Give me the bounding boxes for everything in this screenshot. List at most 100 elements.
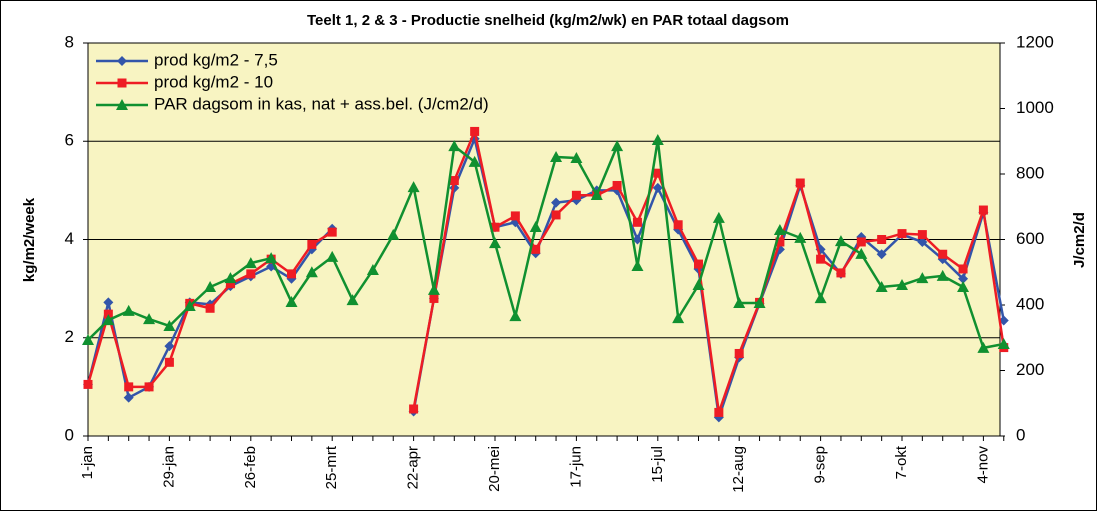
marker (673, 220, 683, 230)
marker (510, 211, 520, 221)
marker (571, 190, 581, 200)
marker (225, 279, 235, 289)
marker (877, 235, 887, 244)
x-tick-label: 29-jan (160, 446, 177, 488)
x-tick-label: 22-apr (405, 446, 422, 489)
legend-label: prod kg/m2 - 10 (154, 72, 273, 91)
marker (816, 254, 826, 264)
marker (143, 313, 156, 325)
marker (103, 297, 114, 308)
marker (652, 182, 663, 193)
marker (692, 279, 705, 291)
marker (631, 260, 644, 272)
marker (346, 294, 359, 306)
marker (551, 197, 562, 208)
marker (183, 299, 196, 311)
marker (734, 348, 744, 358)
marker (997, 337, 1010, 349)
marker (917, 230, 927, 240)
marker (570, 151, 583, 163)
marker (490, 222, 500, 232)
y2-tick-label: 400 (1016, 294, 1044, 313)
marker (244, 257, 257, 269)
x-tick-label: 15-jul (649, 446, 666, 483)
marker (531, 244, 541, 254)
marker (116, 99, 128, 110)
marker (814, 292, 827, 304)
y2-tick-label: 800 (1016, 163, 1044, 182)
marker (753, 297, 766, 309)
x-tick-label: 17-jun (567, 446, 584, 488)
marker (265, 252, 278, 264)
marker (287, 269, 296, 279)
marker (957, 280, 970, 292)
marker (672, 312, 685, 324)
series-line (87, 138, 1004, 350)
y-axis-label: kg/m2/week (21, 197, 38, 282)
marker (611, 140, 624, 152)
marker (876, 249, 887, 260)
y2-tick-label: 600 (1016, 229, 1044, 248)
marker (855, 247, 868, 259)
marker (449, 176, 459, 186)
marker (83, 379, 93, 389)
marker (632, 234, 643, 245)
marker (896, 279, 908, 291)
y2-tick-label: 1200 (1016, 32, 1054, 51)
marker (409, 404, 419, 414)
marker (651, 133, 664, 145)
marker (246, 269, 256, 279)
marker (794, 231, 807, 243)
marker (977, 341, 990, 353)
y-tick-label: 0 (65, 425, 74, 444)
marker (714, 407, 724, 417)
marker (875, 280, 888, 292)
y-tick-label: 8 (65, 32, 74, 51)
marker (124, 382, 134, 392)
marker (164, 357, 174, 367)
marker (773, 224, 786, 236)
marker (775, 237, 785, 247)
y2-tick-label: 1000 (1016, 98, 1054, 117)
y-tick-label: 2 (65, 327, 74, 346)
legend-label: PAR dagsom in kas, nat + ass.bel. (J/cm2… (154, 94, 489, 113)
marker (653, 168, 663, 178)
marker (427, 283, 440, 295)
marker (938, 249, 948, 259)
marker (470, 126, 480, 136)
marker (327, 227, 337, 237)
marker (509, 310, 522, 322)
y2-tick-label: 0 (1016, 425, 1025, 444)
marker (123, 392, 134, 403)
marker (407, 181, 420, 193)
marker (366, 263, 379, 275)
y2-axis-label: J/cm2/d (1071, 212, 1088, 268)
x-tick-label: 20-mei (486, 446, 503, 492)
marker (82, 334, 94, 346)
marker (429, 293, 439, 303)
marker (489, 237, 501, 249)
marker (978, 205, 988, 215)
marker (897, 229, 907, 239)
marker (224, 272, 237, 284)
marker (529, 221, 542, 233)
marker (795, 178, 805, 188)
x-tick-label: 4-nov (974, 446, 991, 484)
marker (936, 269, 949, 281)
marker (551, 210, 561, 220)
marker (468, 155, 481, 167)
marker (958, 273, 969, 284)
y-tick-label: 6 (65, 131, 74, 150)
marker (307, 239, 317, 249)
marker (550, 150, 563, 162)
marker (694, 259, 703, 269)
marker (387, 228, 400, 240)
marker (117, 78, 127, 88)
chart-title: Teelt 1, 2 & 3 - Productie snelheid (kg/… (307, 12, 789, 29)
marker (122, 304, 135, 316)
marker (163, 319, 176, 331)
x-tick-label: 25-mrt (323, 445, 340, 489)
marker (326, 250, 339, 262)
